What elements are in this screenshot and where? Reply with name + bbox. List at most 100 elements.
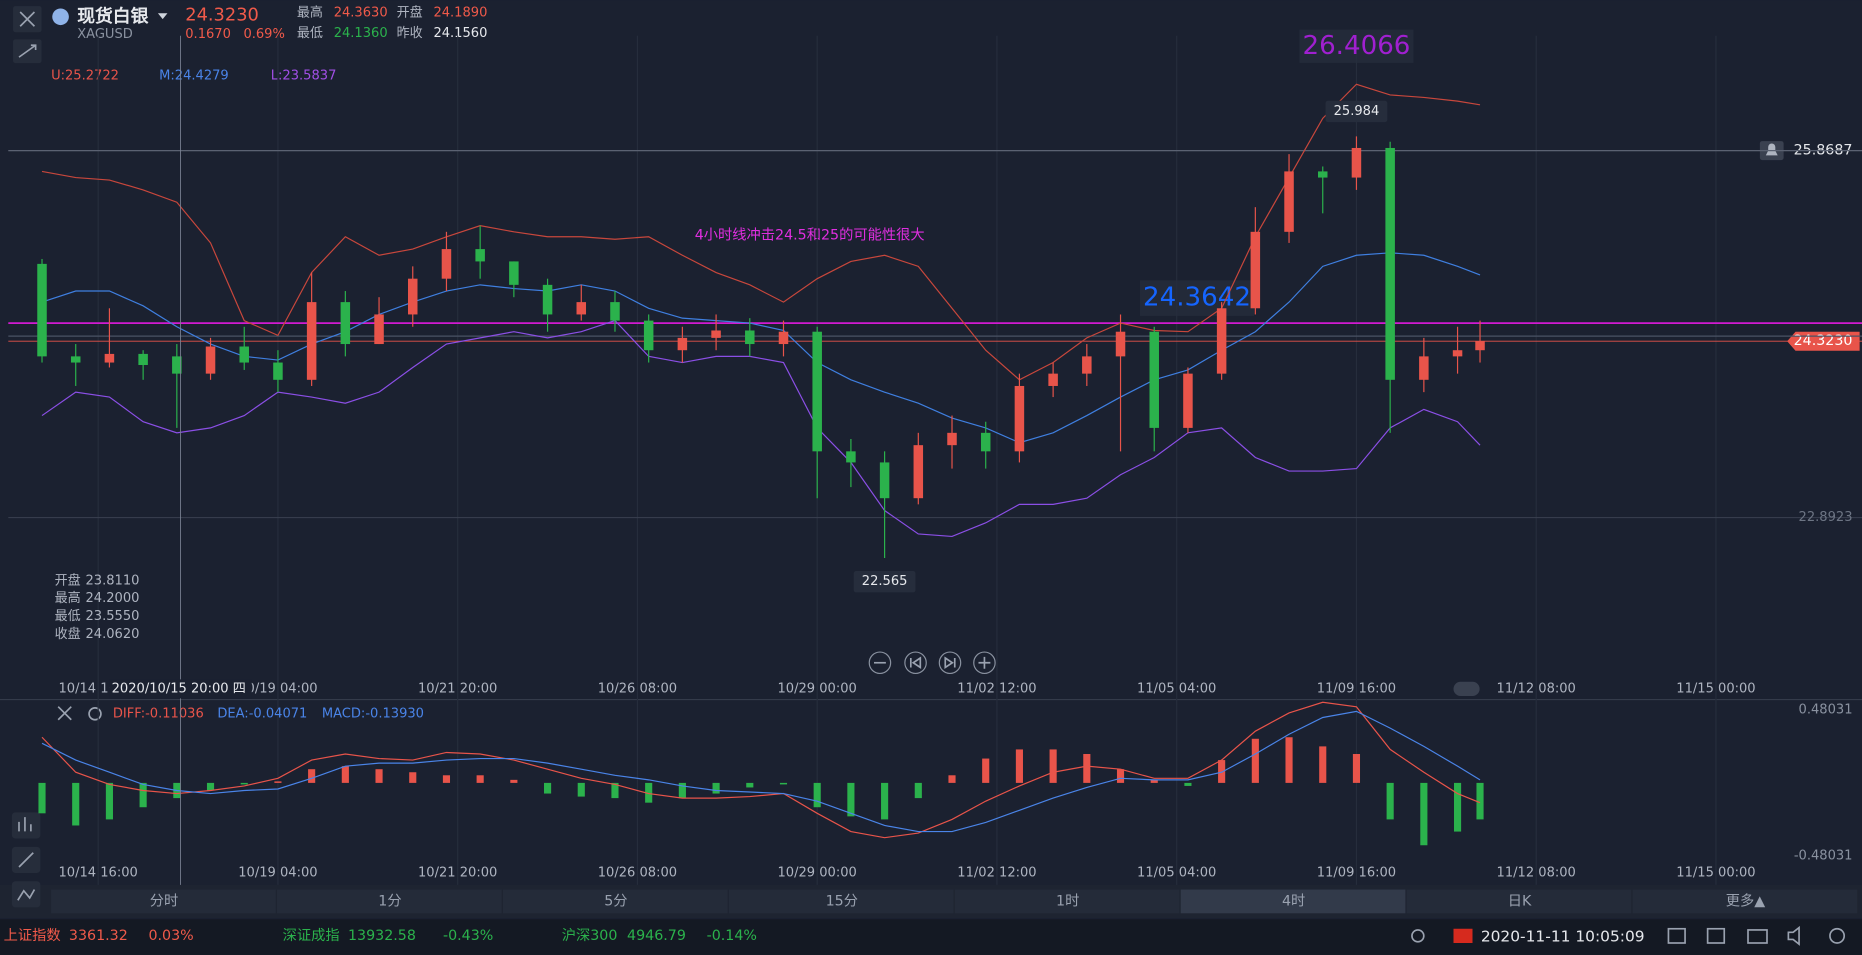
flag-icon	[1453, 928, 1473, 943]
zoom-in-icon	[978, 656, 991, 669]
x-tick-label: 10/26 08:00	[598, 681, 677, 696]
candle-body	[1284, 171, 1294, 232]
candle-body	[70, 356, 81, 363]
candle-body	[576, 302, 587, 315]
stat-value: 24.1360	[334, 26, 388, 41]
zoom-in[interactable]	[973, 651, 996, 675]
index-name: 上证指数	[4, 927, 61, 944]
draw-tool-icon	[18, 44, 37, 58]
candle-body	[340, 302, 351, 345]
period-tab[interactable]	[954, 889, 1180, 914]
index-name: 深证成指	[283, 927, 340, 944]
boll-band	[41, 252, 1481, 444]
status-bar	[0, 919, 1862, 955]
candle-body	[1048, 373, 1058, 386]
macd-legend: MACD:-0.13930	[322, 706, 424, 721]
candle-body	[980, 432, 991, 452]
candle-body	[1317, 171, 1328, 178]
candle-body	[1115, 331, 1126, 357]
camera-icon[interactable]	[1747, 929, 1768, 944]
boll-legend: L:23.5837	[271, 69, 337, 84]
macd-bar	[240, 782, 248, 785]
period-tab-label: 1分	[378, 892, 401, 909]
macd-legend: DEA:-0.04071	[217, 706, 307, 721]
macd-bar	[1184, 782, 1192, 786]
symbol-dropdown[interactable]	[157, 13, 168, 20]
index-value: 13932.58	[348, 928, 416, 944]
macd-bar	[577, 782, 585, 797]
macd-settings[interactable]	[88, 707, 102, 721]
macd-bar	[544, 782, 552, 794]
y-tick-label: -0.48031	[1794, 848, 1853, 863]
tool-indicators[interactable]	[11, 812, 41, 839]
candle-body	[441, 249, 452, 279]
settings-icon[interactable]	[1829, 927, 1846, 944]
symbol-name: 现货白银	[77, 5, 148, 27]
x-tick-label: 11/09 16:00	[1317, 681, 1396, 696]
silver-icon	[52, 8, 69, 26]
toggle[interactable]	[1453, 681, 1480, 696]
macd-bar	[779, 782, 788, 785]
stat-label: 最低	[297, 26, 323, 41]
period-tab[interactable]	[1406, 889, 1632, 914]
macd-bar	[813, 782, 821, 808]
macd-bar	[442, 775, 451, 783]
macd-bar	[72, 782, 80, 826]
macd-bar	[105, 782, 113, 820]
macd-bar	[982, 758, 990, 783]
x-tick-label: 10/29 00:00	[778, 865, 857, 880]
candle-body	[1216, 308, 1227, 374]
macd-bar	[1386, 782, 1394, 820]
stat-label: 昨收	[397, 26, 423, 41]
window-icon[interactable]	[1667, 927, 1686, 944]
close-icon	[19, 11, 36, 27]
x-tick-label: 10/14 16:00	[59, 865, 138, 880]
macd-bar	[645, 782, 653, 803]
macd-bar	[1420, 782, 1428, 846]
macd-bar	[206, 782, 215, 791]
tool-line-icon	[17, 889, 36, 901]
candle-body	[1082, 356, 1092, 374]
candle-body	[1452, 350, 1463, 357]
candle-body	[1351, 147, 1362, 178]
macd-close[interactable]	[57, 706, 72, 721]
step-back[interactable]	[904, 651, 927, 675]
candle-body	[273, 362, 283, 380]
period-tab[interactable]	[1180, 889, 1406, 914]
zoom-out[interactable]	[868, 651, 892, 675]
macd-line	[41, 710, 1481, 833]
period-tab[interactable]	[502, 889, 728, 914]
macd-line	[41, 701, 1481, 839]
period-tab[interactable]	[276, 889, 502, 914]
x-tick-label: 10/19 04:00	[238, 865, 317, 880]
period-tab-label: 15分	[826, 892, 858, 909]
period-tab-label: 4时	[1282, 892, 1305, 909]
tooltip-value: 24.2000	[86, 591, 140, 606]
x-tick-label: 11/02 12:00	[957, 865, 1036, 880]
level-label-box	[1140, 280, 1254, 316]
boll-legend: U:25.2722	[51, 69, 119, 84]
candle-body	[711, 330, 721, 338]
macd-bar	[409, 772, 417, 783]
macd-bar	[712, 782, 720, 794]
macd-bar	[1015, 749, 1023, 783]
tooltip-label: 最低	[55, 609, 81, 624]
x-tick-label: 10/19 04:00	[238, 681, 317, 696]
macd-bar	[308, 769, 316, 783]
period-tab[interactable]	[728, 889, 954, 914]
layout-icon[interactable]	[1706, 927, 1726, 944]
boll-band	[41, 319, 1481, 538]
candle-body	[812, 331, 822, 452]
period-tab[interactable]	[1632, 889, 1858, 914]
period-tab[interactable]	[51, 889, 276, 914]
index-change: 0.03%	[148, 928, 193, 944]
header-change: 0.1670	[185, 27, 231, 42]
sound-icon[interactable]	[1787, 925, 1800, 946]
step-forward[interactable]	[938, 651, 962, 675]
status-icon[interactable]	[1411, 929, 1425, 943]
candle-body	[475, 249, 485, 262]
candle-body	[1419, 356, 1429, 380]
stat-label: 最高	[297, 5, 323, 21]
